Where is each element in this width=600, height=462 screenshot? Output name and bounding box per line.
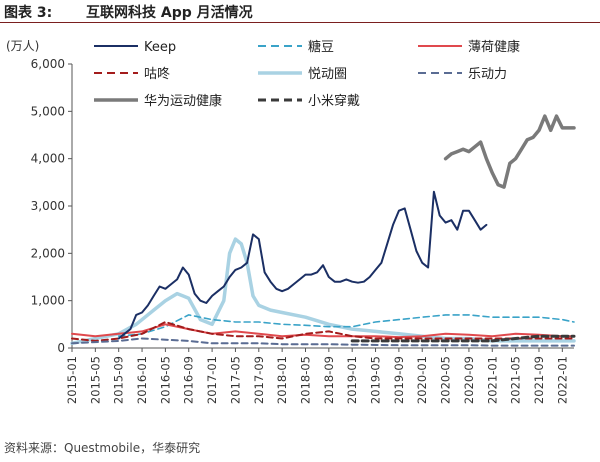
y-tick-label: 6,000 [31, 57, 65, 71]
source-note: 资料来源：Questmobile，华泰研究 [4, 441, 201, 455]
series-line-3 [71, 321, 575, 342]
legend-label-2: 薄荷健康 [468, 39, 520, 55]
y-tick-label: 5,000 [31, 104, 65, 118]
series-line-6 [443, 114, 576, 189]
figure-number: 图表 3: [4, 5, 53, 21]
y-tick-label: 4,000 [31, 152, 65, 166]
x-tick-label: 2017-09 [252, 356, 266, 404]
x-tick-label: 2019-01 [345, 356, 359, 404]
x-tick-label: 2018-05 [298, 356, 312, 404]
legend-label-6: 华为运动健康 [144, 93, 222, 109]
x-tick-label: 2017-05 [228, 356, 242, 404]
x-tick-label: 2015-09 [112, 356, 126, 404]
x-tick-label: 2020-01 [415, 356, 429, 404]
series-line-7 [350, 334, 576, 343]
x-tick-label: 2019-09 [392, 356, 406, 404]
x-tick-label: 2016-05 [158, 356, 172, 404]
series-line-5 [71, 337, 575, 347]
series-line-0 [117, 190, 488, 340]
series-line-4 [70, 237, 576, 346]
y-tick-label: 2,000 [31, 246, 65, 260]
title-bar: 图表 3: 互联网科技 App 月活情况 [0, 0, 600, 22]
legend-label-7: 小米穿戴 [308, 93, 360, 109]
x-tick-label: 2018-09 [322, 356, 336, 404]
title-divider [0, 22, 600, 23]
x-tick-label: 2015-01 [65, 356, 79, 404]
legend-label-0: Keep [144, 40, 176, 55]
x-tick-label: 2017-01 [205, 356, 219, 404]
y-tick-label: 1,000 [31, 294, 65, 308]
chart-area: (万人) 0 1,000 2,000 3,000 4,000 5,000 6,000 2015-… [6, 39, 576, 404]
y-tick-label: 0 [57, 341, 65, 355]
legend-label-4: 悦动圈 [308, 67, 347, 82]
chart-title: 互联网科技 App 月活情况 [86, 5, 253, 21]
x-tick-label: 2021-09 [532, 356, 546, 404]
x-tick-label: 2015-05 [88, 356, 102, 404]
legend-label-3: 咕咚 [144, 66, 170, 82]
legend-label-1: 糖豆 [308, 39, 334, 55]
x-tick-label: 2016-01 [135, 356, 149, 404]
series-line-1 [117, 314, 575, 338]
x-tick-label: 2018-01 [275, 356, 289, 404]
x-tick-label: 2020-05 [439, 356, 453, 404]
x-tick-label: 2022-01 [555, 356, 569, 404]
x-tick-label: 2019-05 [369, 356, 383, 404]
y-tick-label: 3,000 [31, 199, 65, 213]
legend-label-5: 乐动力 [468, 67, 507, 82]
series-line-2 [71, 323, 575, 339]
y-axis-unit: (万人) [6, 39, 39, 53]
x-tick-label: 2021-01 [485, 356, 499, 404]
x-tick-label: 2020-09 [462, 356, 476, 404]
x-tick-label: 2016-09 [182, 356, 196, 404]
x-tick-label: 2021-05 [509, 356, 523, 404]
